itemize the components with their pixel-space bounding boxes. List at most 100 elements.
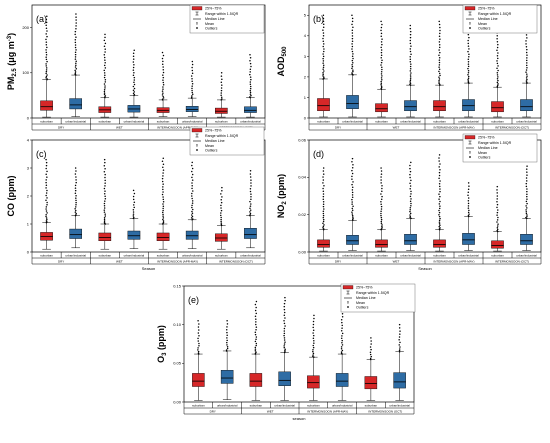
box-suburban-2: [307, 314, 320, 401]
outlier-point: [103, 216, 106, 219]
outlier-point: [322, 75, 324, 77]
site-label: suburban: [317, 120, 330, 124]
outlier-point: [380, 193, 382, 195]
outlier-point: [438, 203, 441, 205]
season-label: WET: [116, 126, 123, 130]
outlier-point: [313, 317, 315, 320]
outlier-point: [496, 67, 498, 69]
outlier-point: [398, 327, 401, 329]
legend-label: Range within 1.5IQR: [356, 291, 390, 295]
outlier-point: [370, 337, 372, 339]
iqr-box: [220, 370, 234, 384]
outlier-point: [525, 185, 528, 188]
y-axis-label: CO (ppm): [6, 176, 16, 217]
outlier-point: [439, 227, 441, 229]
outlier-point: [45, 77, 47, 79]
outlier-point: [526, 75, 528, 77]
outlier-point: [409, 187, 411, 190]
outlier-point: [45, 206, 48, 208]
panel-label: (a): [36, 14, 47, 24]
outlier-point: [438, 49, 440, 51]
outlier-point: [312, 346, 315, 349]
iqr-box: [249, 373, 263, 387]
outlier-point: [467, 77, 470, 79]
outlier-point: [162, 79, 164, 81]
outlier-point: [525, 77, 528, 79]
outlier-point: [410, 202, 412, 205]
outlier-point: [191, 167, 194, 170]
outlier-point: [409, 76, 412, 78]
box-urbanindustrial-3: [520, 30, 533, 118]
iqr-box: [433, 100, 446, 112]
outlier-point: [225, 329, 228, 331]
outlier-point: [74, 41, 77, 44]
box-suburban-0: [192, 320, 205, 401]
outlier-point: [381, 75, 383, 77]
outlier-point: [74, 33, 76, 36]
outlier-point: [438, 70, 440, 73]
outlier-point: [438, 82, 440, 85]
season-label: INTERMONSOON (APR-MAY): [307, 410, 348, 414]
outlier-point: [45, 51, 48, 54]
outlier-point: [438, 213, 440, 216]
outlier-point: [255, 344, 257, 347]
outlier-point: [133, 201, 136, 203]
outlier-point: [322, 210, 325, 213]
outlier-point: [220, 204, 222, 207]
outlier-point: [197, 337, 199, 340]
outlier-point: [467, 65, 470, 68]
outlier-point: [103, 202, 106, 205]
outlier-point: [370, 355, 373, 358]
iqr-box: [393, 372, 406, 389]
outlier-point: [313, 356, 315, 358]
outlier-point: [75, 22, 77, 24]
iqr-box: [156, 232, 170, 242]
outlier-point: [132, 213, 135, 215]
site-label: suburban: [317, 254, 330, 258]
outlier-point: [250, 193, 252, 195]
outlier-point: [162, 209, 164, 212]
legend-frame: [189, 126, 265, 156]
outlier-point: [381, 187, 383, 190]
outlier-point: [221, 196, 223, 198]
outlier-point: [255, 323, 257, 326]
outlier-point: [369, 353, 372, 356]
outlier-point: [74, 173, 77, 175]
outlier-point: [133, 192, 136, 195]
outlier-point: [46, 197, 48, 199]
outlier-point: [351, 209, 354, 212]
panel-label: (b): [313, 14, 324, 24]
outlier-point: [496, 192, 498, 194]
outlier-point: [398, 344, 401, 346]
outlier-point: [74, 72, 77, 74]
outlier-point: [438, 68, 441, 71]
legend-label: Mean: [478, 151, 487, 155]
outlier-point: [352, 181, 354, 183]
site-label: urban/industrial: [342, 120, 363, 124]
outlier-point: [526, 195, 528, 198]
outlier-point: [438, 219, 441, 222]
outlier-point: [322, 179, 325, 181]
outlier-point: [352, 163, 354, 166]
season-label: DRY: [210, 410, 216, 414]
outlier-point: [45, 187, 47, 189]
outlier-point: [45, 56, 47, 58]
season-label: INTERMONSOON (APR-MAY): [433, 126, 474, 130]
outlier-point: [380, 167, 382, 169]
site-label: suburban: [307, 404, 320, 408]
outlier-point: [438, 23, 441, 26]
outlier-point: [526, 190, 528, 193]
outlier-point: [380, 86, 383, 89]
outlier-point: [220, 209, 223, 212]
outlier-point: [192, 218, 194, 220]
outlier-point: [162, 66, 164, 68]
outlier-point: [496, 78, 499, 80]
outlier-point: [380, 49, 383, 51]
legend-swatch-outliers: [469, 156, 471, 158]
outlier-point: [398, 339, 400, 341]
outlier-point: [380, 179, 382, 181]
outlier-point: [380, 222, 383, 225]
outlier-point: [283, 314, 286, 317]
outlier-point: [497, 79, 499, 82]
